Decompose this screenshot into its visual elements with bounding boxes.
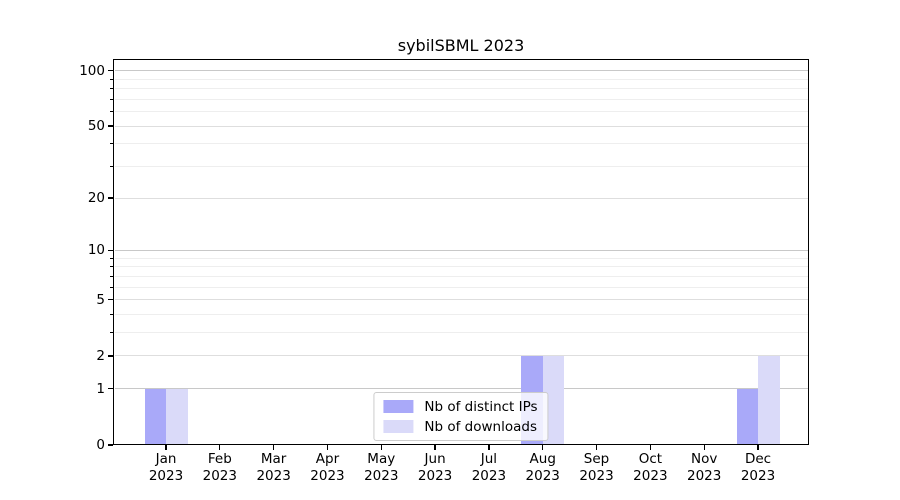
x-tick-label: Jul 2023 [471,451,507,484]
y-tick [108,388,113,390]
gridline-minor [114,98,808,100]
legend-swatch [383,400,414,413]
bar-downloads-jan [166,388,188,445]
legend-label: Nb of distinct IPs [424,398,538,415]
y-minor-tick [110,111,113,112]
y-tick [108,444,113,446]
gridline-major [114,70,808,72]
gridline-minor [114,266,808,268]
x-tick [595,445,598,450]
y-tick [108,69,113,72]
x-tick-label: Feb 2023 [202,451,237,484]
x-tick-label: Oct 2023 [633,451,668,484]
x-tick [219,445,221,450]
y-tick-label: 0 [96,437,105,453]
gridline-minor [114,143,808,145]
x-tick [649,445,651,450]
gridline-minor [114,88,808,89]
y-tick-label: 5 [96,291,105,308]
y-minor-tick [110,286,113,288]
gridline-major [114,197,808,199]
legend-item-downloads: Nb of downloads [383,418,537,435]
x-tick [380,445,382,450]
y-tick-label: 50 [87,118,105,135]
chart-title: sybilSBML 2023 [397,36,525,55]
y-minor-tick [110,143,113,145]
y-tick-label: 20 [87,190,105,206]
x-tick-label: Mar 2023 [256,451,291,484]
y-minor-tick [110,98,113,100]
legend: Nb of distinct IPs Nb of downloads [373,392,549,441]
y-tick [108,355,113,357]
bar-downloads-dec [758,355,780,445]
y-tick [108,197,113,199]
y-minor-tick [110,266,113,268]
x-tick [703,445,705,450]
x-tick [488,445,490,450]
x-tick [542,445,544,450]
gridline-minor [114,111,808,112]
gridline-minor [114,78,808,80]
y-tick-label: 1 [96,380,105,397]
gridline-major [114,388,808,390]
gridline-minor [114,286,808,288]
y-minor-tick [110,275,113,277]
x-tick-label: Dec 2023 [740,451,776,484]
y-minor-tick [110,165,113,167]
gridline-major [114,249,808,251]
x-tick [326,445,329,450]
legend-label: Nb of downloads [424,418,537,435]
bar-distinct-ips-jan [144,388,166,445]
y-tick [108,298,113,301]
x-tick-label: Apr 2023 [310,451,345,484]
x-tick [165,445,167,450]
y-tick-label: 2 [96,347,105,364]
legend-item-distinct-ips: Nb of distinct IPs [383,398,538,415]
x-tick [272,445,275,450]
y-minor-tick [110,332,113,334]
y-minor-tick [110,88,113,89]
x-tick [434,445,436,450]
y-minor-tick [110,313,113,315]
x-tick [757,445,759,450]
gridline-minor [114,332,808,334]
y-tick-label: 100 [79,62,105,79]
y-tick [108,249,113,252]
gridline-major [114,355,808,357]
gridline-major [114,125,808,127]
y-tick [108,125,113,127]
y-minor-tick [110,257,113,259]
bar-distinct-ips-dec [736,388,758,445]
plot-frame [113,59,809,445]
x-tick-label: Jun 2023 [417,451,453,484]
gridline-minor [114,275,808,277]
gridline-major [114,299,808,301]
x-tick-label: Sep 2023 [579,451,614,484]
legend-swatch [383,420,414,433]
y-minor-tick [110,78,113,80]
x-tick-label: Nov 2023 [686,451,722,484]
x-tick-label: Jan 2023 [148,451,184,484]
gridline-minor [114,257,808,259]
gridline-minor [114,165,808,167]
x-tick-label: May 2023 [364,451,399,484]
x-tick-label: Aug 2023 [525,451,560,484]
y-tick-label: 10 [87,242,105,259]
gridline-minor [114,313,808,315]
